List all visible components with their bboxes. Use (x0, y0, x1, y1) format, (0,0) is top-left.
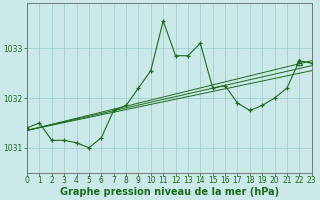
X-axis label: Graphe pression niveau de la mer (hPa): Graphe pression niveau de la mer (hPa) (60, 187, 279, 197)
